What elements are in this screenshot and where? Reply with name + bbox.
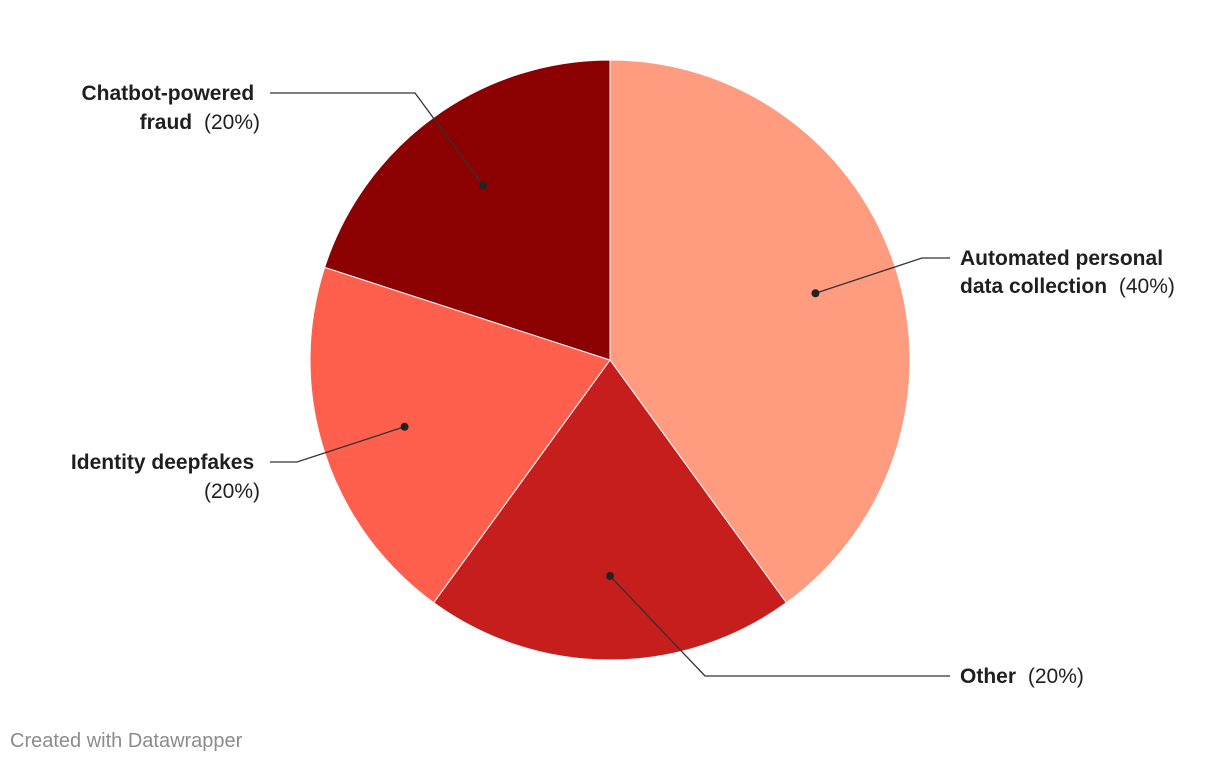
footer-credit: Created with Datawrapper bbox=[10, 730, 242, 753]
label-other: Other (20%) bbox=[960, 665, 1084, 688]
label-automated-personal-data-collection: Automated personal data collection (40%) bbox=[960, 247, 1175, 298]
leader-dot-4 bbox=[479, 181, 487, 189]
label-chatbot-powered-fraud: Chatbot-powered fraud (20%) bbox=[82, 82, 261, 134]
label-identity-deepfakes: Identity deepfakes (20%) bbox=[71, 451, 260, 503]
value-label-other: (20%) bbox=[1028, 665, 1084, 688]
leader-dot-1 bbox=[811, 289, 819, 297]
value-label-chatbot: (20%) bbox=[204, 111, 260, 134]
leader-dot-2 bbox=[606, 572, 614, 580]
pie-slices bbox=[310, 60, 910, 660]
value-label-identity: (20%) bbox=[204, 480, 260, 503]
leader-dot-3 bbox=[401, 423, 409, 431]
value-label-automated: (40%) bbox=[1119, 275, 1175, 298]
